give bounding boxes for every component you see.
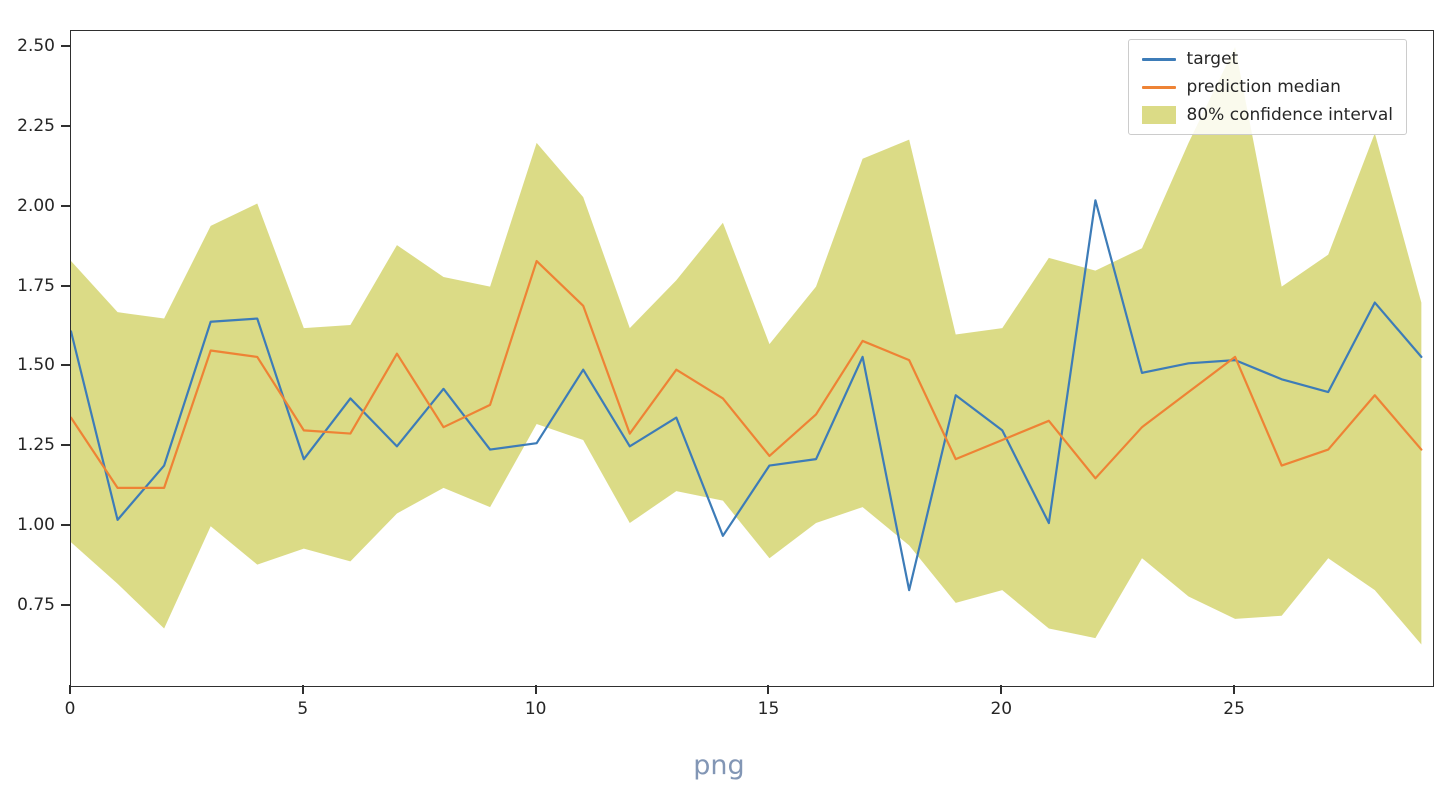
- y-tick-label: 1.00: [17, 515, 55, 536]
- y-tick-mark: [61, 44, 70, 47]
- plot-area: target prediction median 80% confidence …: [70, 30, 1434, 687]
- y-tick-mark: [61, 604, 70, 607]
- y-tick-mark: [61, 284, 70, 287]
- y-tick-mark: [61, 124, 70, 127]
- legend-label-confidence-interval: 80% confidence interval: [1186, 105, 1393, 125]
- figure-caption: png: [693, 750, 745, 781]
- x-tick-mark: [1000, 685, 1003, 694]
- y-tick-label: 1.75: [17, 275, 55, 296]
- x-tick-mark: [301, 685, 304, 694]
- target-line: [71, 199, 1423, 592]
- y-tick-mark: [61, 364, 70, 367]
- y-tick-label: 1.50: [17, 355, 55, 376]
- y-tick-label: 2.00: [17, 195, 55, 216]
- y-tick-mark: [61, 444, 70, 447]
- confidence-band-swatch: [1141, 106, 1176, 124]
- x-tick-label: 10: [524, 699, 547, 719]
- legend-item-target: target: [1141, 49, 1393, 69]
- y-tick-label: 2.50: [17, 35, 55, 56]
- y-tick-mark: [61, 524, 70, 527]
- x-tick-label: 5: [297, 699, 309, 719]
- legend: target prediction median 80% confidence …: [1127, 39, 1407, 135]
- x-tick-mark: [69, 685, 71, 694]
- prediction-median-line: [71, 259, 1423, 490]
- x-tick-mark: [534, 685, 537, 694]
- y-tick-label: 2.25: [17, 115, 55, 136]
- legend-item-prediction-median: prediction median: [1141, 77, 1393, 97]
- chart-canvas: [71, 46, 1423, 645]
- legend-label-prediction-median: prediction median: [1186, 77, 1341, 97]
- confidence-band: [71, 46, 1422, 645]
- x-tick-mark: [1233, 685, 1236, 694]
- legend-label-target: target: [1186, 49, 1239, 69]
- prediction-median-line-swatch: [1141, 85, 1176, 89]
- x-tick-label: 20: [990, 699, 1013, 719]
- y-tick-label: 0.75: [17, 595, 55, 616]
- y-tick-mark: [61, 204, 70, 207]
- legend-item-confidence-interval: 80% confidence interval: [1141, 105, 1393, 125]
- x-tick-label: 25: [1223, 699, 1245, 719]
- target-line-swatch: [1141, 57, 1176, 61]
- x-tick-mark: [767, 685, 770, 694]
- x-tick-label: 15: [757, 699, 780, 719]
- x-tick-label: 0: [64, 699, 76, 719]
- y-tick-label: 1.25: [17, 435, 55, 456]
